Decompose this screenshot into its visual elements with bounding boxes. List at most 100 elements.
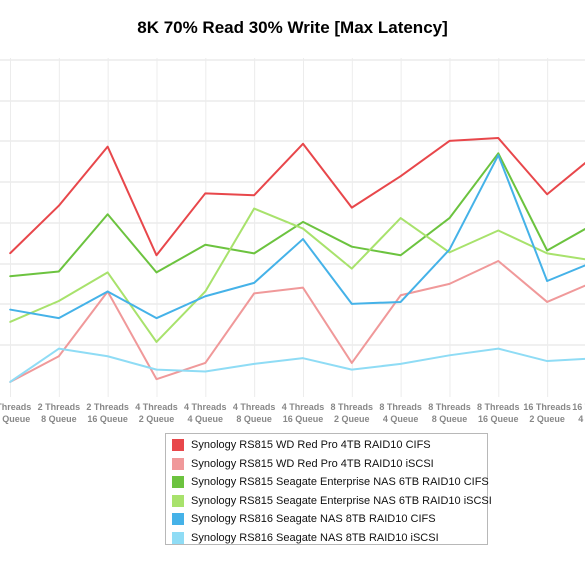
legend-label: Synology RS815 Seagate Enterprise NAS 6T… xyxy=(191,494,492,507)
data-point xyxy=(204,362,207,364)
data-point xyxy=(448,217,451,219)
legend-label: Synology RS816 Seagate NAS 8TB RAID10 iS… xyxy=(191,531,439,544)
data-point xyxy=(351,245,353,248)
data-point xyxy=(204,290,207,293)
legend-swatch xyxy=(172,439,184,452)
data-point xyxy=(302,238,304,240)
data-point xyxy=(155,317,158,319)
data-point xyxy=(106,145,109,148)
data-point xyxy=(351,303,353,305)
series-3 xyxy=(9,152,585,278)
data-point xyxy=(204,243,207,246)
data-point xyxy=(302,142,304,145)
x-tick-label: 8 Threads 2 Queue xyxy=(331,402,374,424)
data-point xyxy=(58,347,60,350)
data-point xyxy=(546,193,548,196)
data-point xyxy=(351,206,353,209)
data-point xyxy=(106,271,109,274)
data-point xyxy=(155,378,158,380)
data-point xyxy=(302,286,304,289)
data-point xyxy=(58,317,60,319)
data-point xyxy=(302,357,304,359)
data-point xyxy=(351,267,353,270)
x-tick-label: 4 Threads 2 Queue xyxy=(135,402,178,424)
data-point xyxy=(497,229,500,232)
data-point xyxy=(204,295,207,298)
data-point xyxy=(497,137,500,139)
data-point xyxy=(9,308,11,311)
data-point xyxy=(253,363,255,365)
data-point xyxy=(351,368,353,371)
data-point xyxy=(448,354,451,357)
data-point xyxy=(399,363,402,365)
series-lines xyxy=(9,137,585,383)
data-point xyxy=(351,362,353,364)
data-point xyxy=(448,283,451,285)
legend-item: Synology RS815 Seagate Enterprise NAS 6T… xyxy=(172,473,489,492)
data-point xyxy=(546,301,548,303)
series-5 xyxy=(9,154,585,320)
data-point xyxy=(399,301,402,303)
data-point xyxy=(9,381,11,383)
legend-swatch xyxy=(172,513,184,526)
data-point xyxy=(546,280,548,282)
data-point xyxy=(302,227,304,230)
data-point xyxy=(155,341,158,343)
legend-label: Synology RS816 Seagate NAS 8TB RAID10 CI… xyxy=(191,513,436,526)
x-tick-label: 8 Threads 8 Queue xyxy=(428,402,471,424)
x-tick-label: 2 Threads 16 Queue xyxy=(86,402,129,424)
data-point xyxy=(253,252,255,255)
data-point xyxy=(497,260,500,262)
legend-item: Synology RS815 WD Red Pro 4TB RAID10 iSC… xyxy=(172,455,487,474)
data-point xyxy=(253,194,255,197)
legend-swatch xyxy=(172,457,184,470)
data-point xyxy=(106,355,109,358)
data-point xyxy=(9,321,11,323)
x-tick-label: 4 Threads 8 Queue xyxy=(233,402,276,424)
legend-item: Synology RS815 WD Red Pro 4TB RAID10 CIF… xyxy=(172,436,487,455)
data-point xyxy=(497,154,500,156)
legend-item: Synology RS815 Seagate Enterprise NAS 6T… xyxy=(172,492,492,511)
legend-item: Synology RS816 Seagate NAS 8TB RAID10 CI… xyxy=(172,510,487,529)
data-point xyxy=(546,360,548,362)
data-point xyxy=(448,251,451,254)
data-point xyxy=(58,355,60,358)
data-point xyxy=(448,140,451,142)
data-point xyxy=(546,249,548,252)
legend-swatch xyxy=(172,494,184,507)
data-point xyxy=(253,292,255,295)
data-point xyxy=(302,221,304,223)
data-point xyxy=(58,270,60,273)
x-tick-label: 4 Threads 4 Queue xyxy=(184,402,227,424)
legend: Synology RS815 WD Red Pro 4TB RAID10 CIF… xyxy=(165,433,492,548)
data-point xyxy=(155,271,158,274)
data-point xyxy=(155,368,158,371)
data-point xyxy=(253,282,255,284)
chart-title: 8K 70% Read 30% Write [Max Latency] xyxy=(137,18,448,37)
legend-swatch xyxy=(172,476,184,489)
data-point xyxy=(399,254,402,257)
x-tick-label: 16 Threads 2 Queue xyxy=(523,402,571,424)
data-point xyxy=(253,207,255,210)
data-point xyxy=(497,152,500,155)
data-point xyxy=(9,252,11,255)
data-point xyxy=(546,252,548,255)
legend-swatch xyxy=(172,531,184,544)
data-point xyxy=(204,192,207,195)
x-tick-label: 4 Threads 16 Queue xyxy=(282,402,325,424)
x-tick-label: 8 Threads 16 Queue xyxy=(477,402,520,424)
data-point xyxy=(497,347,500,350)
data-point xyxy=(9,275,11,278)
data-point xyxy=(399,217,402,219)
series-6 xyxy=(9,347,585,383)
legend-item: Synology RS816 Seagate NAS 8TB RAID10 iS… xyxy=(172,529,487,548)
data-point xyxy=(204,370,207,373)
legend-label: Synology RS815 Seagate Enterprise NAS 6T… xyxy=(191,476,489,489)
data-point xyxy=(58,204,60,207)
x-tick-label: 2 Threads 8 Queue xyxy=(38,402,81,424)
legend-label: Synology RS815 WD Red Pro 4TB RAID10 iSC… xyxy=(191,457,434,470)
